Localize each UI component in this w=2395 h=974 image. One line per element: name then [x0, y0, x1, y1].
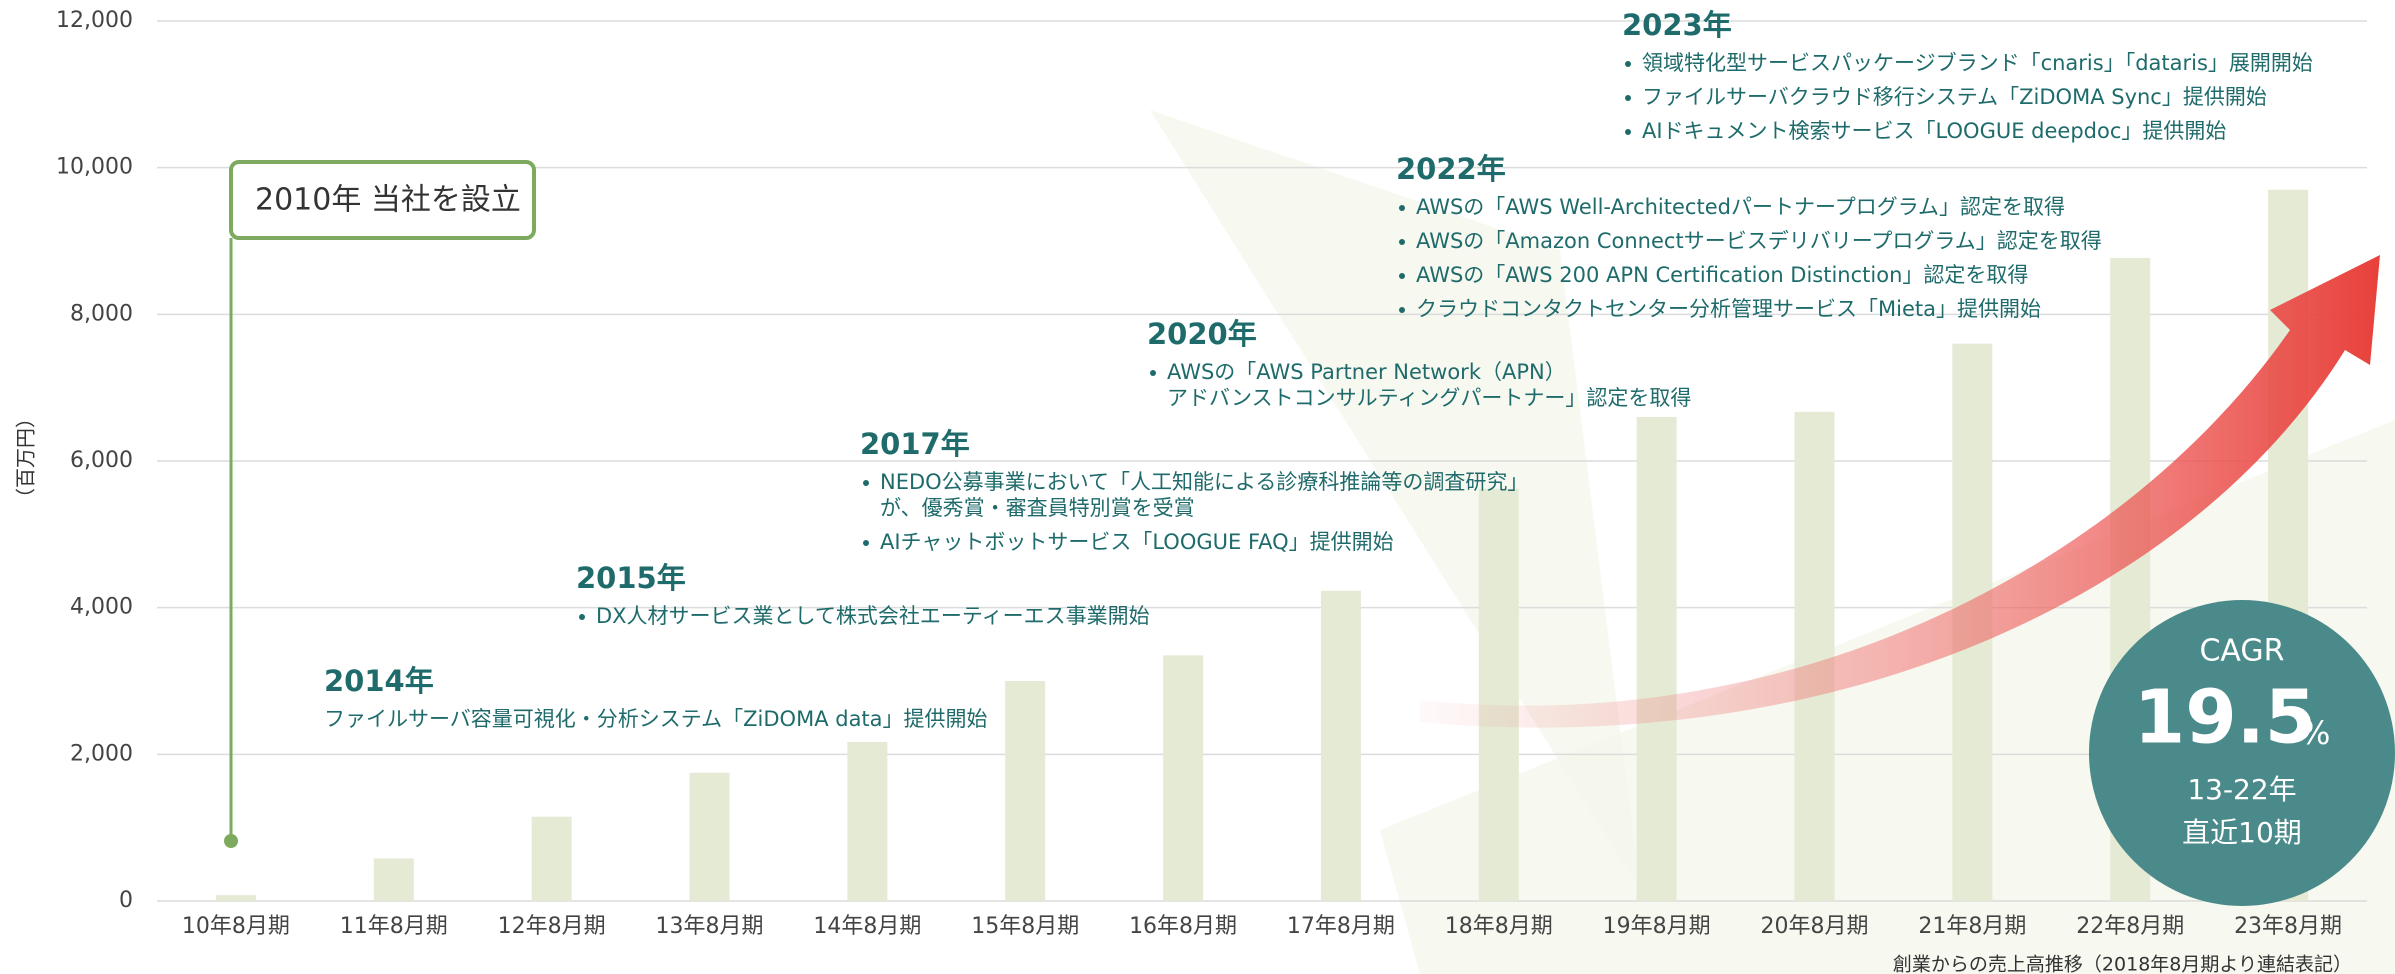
bullet	[1625, 95, 1631, 101]
bullet	[863, 480, 869, 486]
milestone-item: 領域特化型サービスパッケージブランド「cnaris」「dataris」展開開始	[1642, 51, 2313, 75]
y-tick-label: 0	[119, 888, 133, 913]
milestone-year: 2017年	[860, 427, 970, 461]
bar	[847, 741, 888, 901]
bar	[531, 816, 572, 901]
x-tick-label: 23年8月期	[2234, 914, 2342, 939]
milestone-item: AWSの「Amazon Connectサービスデリバリープログラム」認定を取得	[1416, 229, 2102, 253]
milestone-year: 2020年	[1147, 317, 1257, 351]
cagr-unit: %	[2300, 714, 2330, 752]
x-tick-label: 18年8月期	[1445, 914, 1553, 939]
x-tick-label: 20年8月期	[1761, 914, 1869, 939]
founding-dot	[224, 834, 238, 848]
cagr-value: 19.5	[2134, 675, 2317, 761]
cagr-note: 直近10期	[2182, 816, 2302, 849]
bullet	[863, 540, 869, 546]
y-tick-label: 12,000	[56, 8, 133, 33]
x-tick-label: 15年8月期	[971, 914, 1079, 939]
milestone-item: NEDO公募事業において「人工知能による診療科推論等の調査研究」	[880, 470, 1528, 494]
x-tick-label: 10年8月期	[182, 914, 290, 939]
milestone-item: DX人材サービス業として株式会社エーティーエス事業開始	[596, 604, 1150, 628]
bar	[1320, 590, 1361, 901]
bullet	[1399, 239, 1405, 245]
x-tick-label: 14年8月期	[813, 914, 921, 939]
cagr-period: 13-22年	[2187, 773, 2296, 806]
bullet	[1399, 307, 1405, 313]
y-tick-label: 2,000	[70, 741, 133, 766]
footnote: 創業からの売上高推移（2018年8月期より連結表記）	[1893, 954, 2352, 974]
milestone-item: AWSの「AWS Well-Architectedパートナープログラム」認定を取…	[1416, 195, 2065, 219]
bullet	[1625, 61, 1631, 67]
bullet	[1399, 273, 1405, 279]
bar	[373, 858, 414, 901]
bullet	[1625, 129, 1631, 135]
founding-text: 2010年 当社を設立	[255, 183, 521, 218]
milestone-year: 2014年	[324, 664, 434, 698]
bullet	[579, 614, 585, 620]
bar	[1005, 681, 1046, 901]
milestone-year: 2015年	[576, 561, 686, 595]
x-tick-label: 12年8月期	[498, 914, 606, 939]
x-tick-label: 16年8月期	[1129, 914, 1237, 939]
milestone-item: が、優秀賞・審査員特別賞を受賞	[880, 496, 1195, 520]
milestone-item: AWSの「AWS 200 APN Certification Distincti…	[1416, 263, 2028, 287]
y-tick-label: 4,000	[70, 595, 133, 620]
x-tick-label: 22年8月期	[2076, 914, 2184, 939]
x-tick-label: 11年8月期	[340, 914, 448, 939]
bar	[1163, 655, 1204, 901]
x-tick-label: 17年8月期	[1287, 914, 1395, 939]
milestone-item: AIチャットボットサービス「LOOGUE FAQ」提供開始	[880, 530, 1394, 554]
x-tick-label: 21年8月期	[1918, 914, 2026, 939]
cagr-circle	[2089, 600, 2395, 906]
milestone-item: AWSの「AWS Partner Network（APN）	[1167, 360, 1566, 384]
growth-arrow	[1420, 255, 2380, 728]
y-tick-label: 8,000	[70, 301, 133, 326]
x-tick-label: 19年8月期	[1603, 914, 1711, 939]
bar	[1636, 417, 1677, 901]
y-tick-label: 6,000	[70, 448, 133, 473]
y-axis-label: （百万円）	[14, 408, 38, 508]
y-tick-label: 10,000	[56, 155, 133, 180]
founding-box	[229, 160, 536, 240]
milestone-item: AIドキュメント検索サービス「LOOGUE deepdoc」提供開始	[1642, 119, 2226, 143]
bullet	[1399, 205, 1405, 211]
bar	[689, 772, 730, 901]
milestone-text: ファイルサーバ容量可視化・分析システム「ZiDOMA data」提供開始	[324, 707, 988, 731]
bar	[1478, 488, 1519, 901]
bar	[215, 895, 256, 901]
milestone-item: ファイルサーバクラウド移行システム「ZiDOMA Sync」提供開始	[1642, 85, 2267, 109]
cagr-label: CAGR	[2199, 634, 2284, 669]
milestone-year: 2022年	[1396, 152, 1506, 186]
milestone-year: 2023年	[1622, 8, 1732, 42]
bar	[1794, 411, 1835, 901]
milestone-item: アドバンストコンサルティングパートナー」認定を取得	[1167, 386, 1691, 410]
bullet	[1150, 370, 1156, 376]
milestone-item: クラウドコンタクトセンター分析管理サービス「Mieta」提供開始	[1416, 297, 2041, 321]
x-tick-label: 13年8月期	[656, 914, 764, 939]
